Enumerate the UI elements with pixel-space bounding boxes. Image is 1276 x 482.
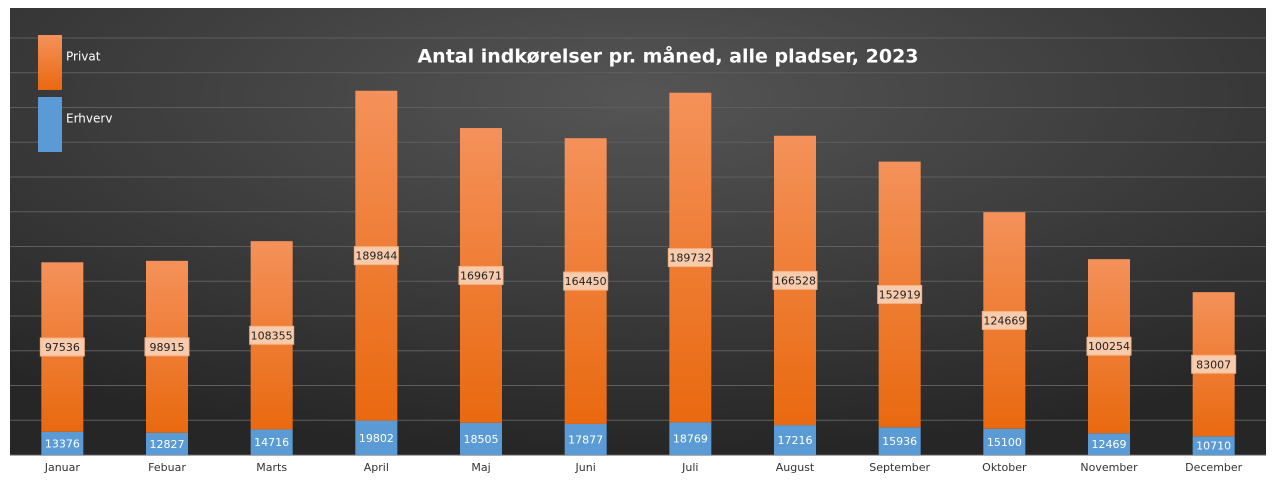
- data-label: 124669: [983, 314, 1025, 327]
- x-tick-label: December: [1185, 461, 1243, 474]
- data-label-box: [458, 265, 504, 285]
- data-label-box: [353, 246, 399, 266]
- legend-swatch: [38, 97, 62, 152]
- data-label: 83007: [1196, 358, 1231, 371]
- data-label-box: [563, 271, 609, 291]
- bar-segment: [460, 422, 502, 455]
- plot-background: [10, 8, 1266, 455]
- data-label: 15100: [987, 436, 1022, 449]
- data-label: 17877: [568, 433, 603, 446]
- data-label: 18505: [464, 433, 499, 446]
- bar-segment: [1088, 433, 1130, 455]
- bar-segment: [878, 427, 921, 455]
- chart-title: Antal indkørelser pr. måned, alle pladse…: [417, 44, 918, 68]
- data-label-box: [981, 310, 1027, 330]
- data-label-box: [1191, 354, 1237, 374]
- data-label: 108355: [251, 329, 293, 342]
- x-tick-label: Juli: [681, 461, 698, 474]
- data-label: 13376: [45, 437, 80, 450]
- bar-segment: [1192, 436, 1235, 455]
- legend-label: Erhverv: [66, 112, 112, 126]
- bar-segment: [669, 422, 712, 455]
- data-label-box: [667, 248, 713, 268]
- x-tick-label: Marts: [256, 461, 287, 474]
- data-label: 14716: [254, 436, 289, 449]
- data-label: 189732: [669, 252, 711, 265]
- data-label: 152919: [879, 288, 921, 301]
- legend-label: Privat: [66, 50, 101, 64]
- data-label: 18769: [673, 433, 708, 446]
- x-tick-label: Maj: [471, 461, 490, 474]
- data-label: 10710: [1196, 440, 1231, 453]
- data-label-box: [144, 337, 190, 357]
- x-tick-label: Januar: [44, 461, 81, 474]
- bar-segment: [774, 425, 816, 455]
- bar-segment: [355, 420, 398, 455]
- bar-segment: [564, 423, 607, 455]
- data-label: 19802: [359, 432, 394, 445]
- data-label: 164450: [565, 275, 607, 288]
- x-tick-label: Febuar: [148, 461, 186, 474]
- bar-segment: [41, 431, 84, 455]
- data-label-box: [39, 337, 85, 357]
- data-label-box: [877, 284, 923, 304]
- x-tick-label: Juni: [575, 461, 596, 474]
- data-label: 97536: [45, 341, 80, 354]
- data-label: 100254: [1088, 340, 1130, 353]
- data-label-box: [1086, 336, 1132, 356]
- data-label: 169671: [460, 269, 502, 282]
- data-label: 166528: [774, 274, 816, 287]
- data-label-box: [772, 270, 818, 290]
- bar-segment: [983, 428, 1026, 455]
- data-label: 12827: [150, 438, 185, 451]
- data-label: 15936: [882, 435, 917, 448]
- x-tick-label: Oktober: [982, 461, 1027, 474]
- data-label: 17216: [778, 434, 813, 447]
- x-tick-label: September: [869, 461, 930, 474]
- bar-segment: [250, 429, 293, 455]
- x-tick-label: April: [364, 461, 389, 474]
- data-label-box: [249, 325, 295, 345]
- x-tick-label: November: [1080, 461, 1138, 474]
- data-label: 189844: [355, 250, 397, 263]
- bar-segment: [146, 432, 188, 455]
- data-label: 98915: [150, 341, 185, 354]
- data-label: 12469: [1092, 438, 1127, 451]
- legend-swatch: [38, 35, 62, 90]
- x-tick-label: August: [776, 461, 815, 474]
